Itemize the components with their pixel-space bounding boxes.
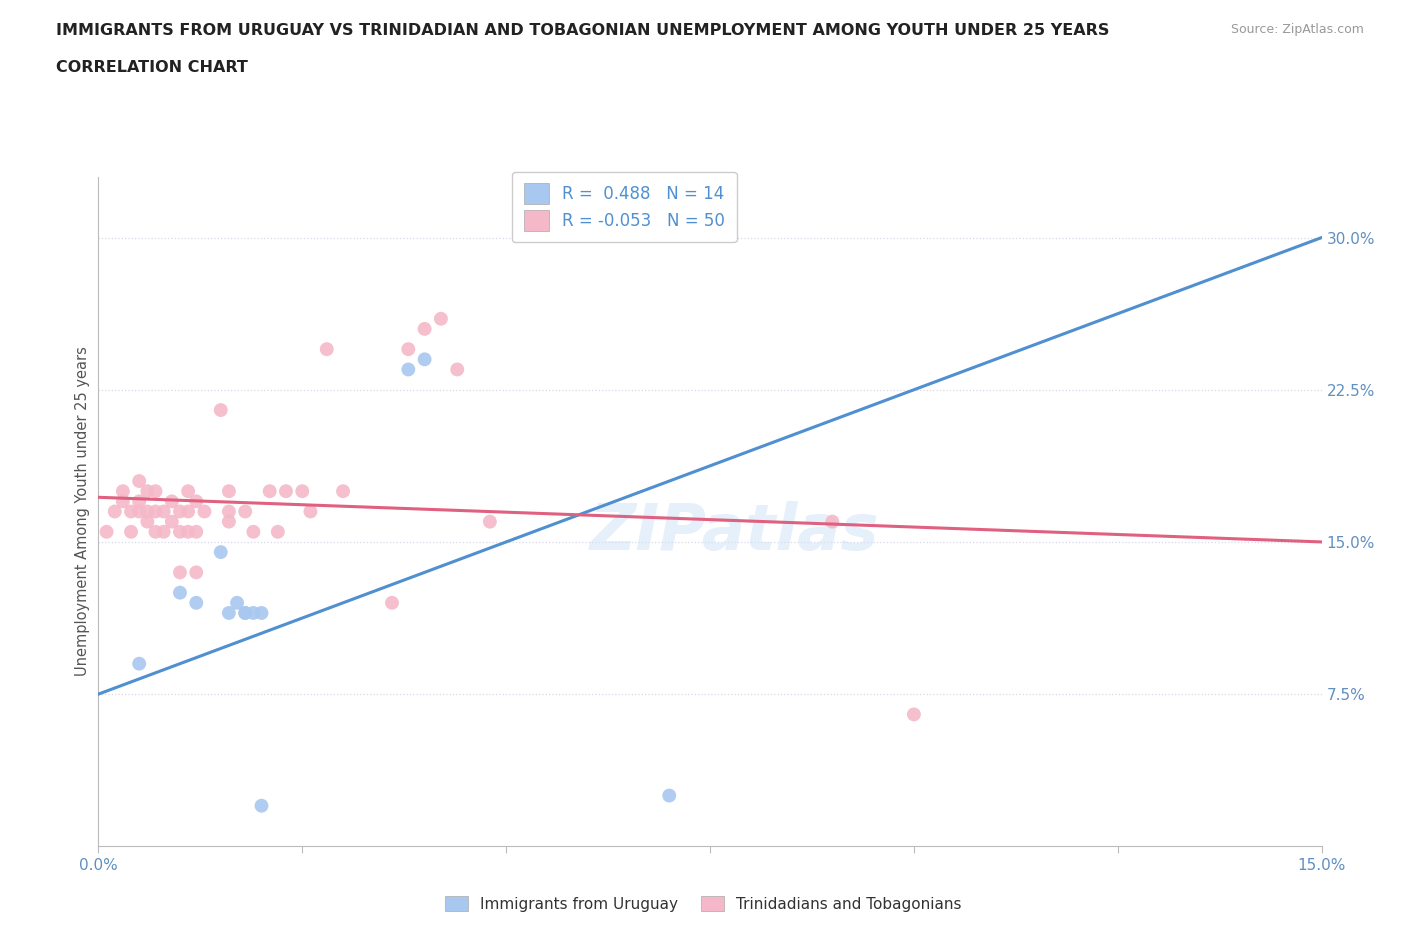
Point <box>128 657 150 671</box>
Point <box>193 504 215 519</box>
Point <box>267 525 290 539</box>
Point <box>120 525 142 539</box>
Point <box>658 788 681 803</box>
Point <box>396 341 419 356</box>
Point <box>233 605 256 620</box>
Point <box>104 504 127 519</box>
Point <box>177 504 200 519</box>
Point <box>160 494 183 509</box>
Point <box>96 525 118 539</box>
Point <box>250 798 273 813</box>
Point <box>186 595 208 610</box>
Point <box>396 362 419 377</box>
Point <box>299 504 322 519</box>
Point <box>233 605 256 620</box>
Point <box>136 484 159 498</box>
Point <box>218 504 240 519</box>
Point <box>160 514 183 529</box>
Point <box>186 565 208 579</box>
Point <box>242 525 264 539</box>
Point <box>821 514 844 529</box>
Point <box>111 484 134 498</box>
Point <box>218 605 240 620</box>
Point <box>169 504 191 519</box>
Y-axis label: Unemployment Among Youth under 25 years: Unemployment Among Youth under 25 years <box>75 347 90 676</box>
Point <box>209 545 232 560</box>
Point <box>315 341 337 356</box>
Point <box>233 504 256 519</box>
Text: ZIPatlas: ZIPatlas <box>589 500 879 563</box>
Point <box>274 484 297 498</box>
Point <box>145 525 167 539</box>
Point <box>186 494 208 509</box>
Point <box>218 484 240 498</box>
Point <box>209 403 232 418</box>
Point <box>259 484 281 498</box>
Text: IMMIGRANTS FROM URUGUAY VS TRINIDADIAN AND TOBAGONIAN UNEMPLOYMENT AMONG YOUTH U: IMMIGRANTS FROM URUGUAY VS TRINIDADIAN A… <box>56 23 1109 38</box>
Point <box>152 504 174 519</box>
Point <box>145 484 167 498</box>
Point <box>242 605 264 620</box>
Text: Source: ZipAtlas.com: Source: ZipAtlas.com <box>1230 23 1364 36</box>
Legend: Immigrants from Uruguay, Trinidadians and Tobagonians: Immigrants from Uruguay, Trinidadians an… <box>439 889 967 918</box>
Point <box>177 484 200 498</box>
Point <box>136 514 159 529</box>
Legend: R =  0.488   N = 14, R = -0.053   N = 50: R = 0.488 N = 14, R = -0.053 N = 50 <box>512 172 737 243</box>
Point <box>177 525 200 539</box>
Point <box>128 504 150 519</box>
Point <box>152 525 174 539</box>
Text: CORRELATION CHART: CORRELATION CHART <box>56 60 247 75</box>
Point <box>186 525 208 539</box>
Point <box>332 484 354 498</box>
Point <box>169 565 191 579</box>
Point <box>413 322 436 337</box>
Point <box>446 362 468 377</box>
Point <box>128 494 150 509</box>
Point <box>128 473 150 488</box>
Point <box>478 514 501 529</box>
Point <box>136 504 159 519</box>
Point <box>250 605 273 620</box>
Point <box>218 514 240 529</box>
Point <box>903 707 925 722</box>
Point <box>413 352 436 366</box>
Point <box>111 494 134 509</box>
Point <box>381 595 404 610</box>
Point <box>291 484 314 498</box>
Point <box>169 585 191 600</box>
Point <box>145 504 167 519</box>
Point <box>430 312 453 326</box>
Point <box>169 525 191 539</box>
Point <box>120 504 142 519</box>
Point <box>226 595 249 610</box>
